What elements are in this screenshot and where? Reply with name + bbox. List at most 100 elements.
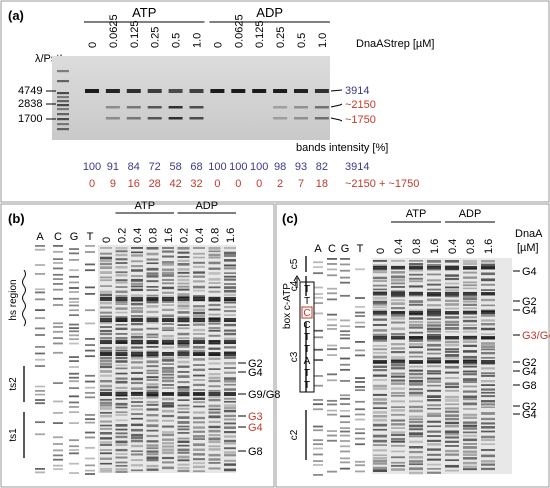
footprint-band <box>224 367 236 369</box>
footprint-band <box>224 293 236 297</box>
footprint-band <box>208 267 221 270</box>
footprint-band <box>100 407 112 410</box>
footprint-band <box>115 262 128 264</box>
band-1750 <box>189 117 204 120</box>
footprint-band <box>115 392 128 396</box>
box-base: C <box>303 320 310 331</box>
concentration-label-b: 0.4 <box>194 228 206 243</box>
footprint-band <box>391 406 405 409</box>
footprint-band <box>224 418 236 421</box>
concentration-label-a: 0 <box>87 42 99 48</box>
unit-label-a: DnaAStrep [µM] <box>356 38 434 50</box>
ladder-band <box>57 113 69 116</box>
footprint-band <box>162 268 174 271</box>
footprint-band <box>481 319 495 322</box>
footprint-band <box>391 266 405 270</box>
footprint-band <box>100 437 112 440</box>
footprint-band <box>481 400 495 403</box>
footprint-band <box>391 379 405 382</box>
footprint-band <box>208 272 221 275</box>
footprint-band <box>445 421 459 425</box>
footprint-band <box>208 352 221 356</box>
footprint-band <box>146 340 159 344</box>
seq-band <box>69 309 79 312</box>
group-label-a: ADP <box>256 5 283 20</box>
footprint-band <box>463 287 477 290</box>
footprint-band <box>224 459 236 462</box>
footprint-band <box>409 432 423 436</box>
footprint-band <box>463 344 477 347</box>
footprint-band <box>208 448 221 451</box>
footprint-band <box>131 357 143 360</box>
seq-band <box>313 460 323 462</box>
footprint-band <box>208 453 221 457</box>
seq-band <box>313 408 323 411</box>
footprint-band <box>463 360 477 364</box>
footprint-band <box>193 416 205 420</box>
seq-lane-label-b: T <box>87 231 94 243</box>
footprint-band <box>131 335 143 339</box>
footprint-band <box>481 289 495 291</box>
right-label-b: G9/G8 <box>248 389 280 401</box>
band-1750 <box>273 117 288 120</box>
footprint-band <box>100 279 112 282</box>
right-label-c: G4 <box>522 366 537 378</box>
footprint-band <box>409 339 423 342</box>
footprint-band <box>162 297 174 301</box>
footprint-band <box>162 286 174 290</box>
footprint-band <box>373 303 387 306</box>
seq-band <box>327 403 337 406</box>
box-base: C <box>303 308 310 319</box>
footprint-band <box>115 294 128 298</box>
footprint-band <box>427 407 441 410</box>
footprint-band <box>224 340 236 344</box>
footprint-band <box>373 428 387 431</box>
footprint-band <box>131 328 143 331</box>
footprint-band <box>409 428 423 431</box>
footprint-band <box>391 382 405 385</box>
footprint-band <box>177 448 190 452</box>
seq-band <box>313 473 323 476</box>
footprint-band <box>224 371 236 374</box>
footprint-band <box>463 370 477 373</box>
footprint-band <box>146 286 159 288</box>
footprint-band <box>409 383 423 386</box>
footprint-band <box>391 286 405 288</box>
box-base: T <box>304 332 310 343</box>
footprint-band <box>162 314 174 318</box>
footprint-band <box>146 392 159 396</box>
footprint-band <box>193 383 205 387</box>
right-label-b: G4 <box>248 422 263 434</box>
footprint-band <box>146 262 159 265</box>
footprint-band <box>131 340 143 344</box>
footprint-band <box>100 285 112 287</box>
seq-band <box>69 360 79 363</box>
right-label-c: G4 <box>522 409 537 421</box>
footprint-band <box>391 336 405 340</box>
footprint-band <box>131 307 143 310</box>
footprint-band <box>463 350 477 353</box>
footprint-band <box>131 361 143 364</box>
footprint-band <box>115 250 128 253</box>
footprint-band <box>115 380 128 384</box>
footprint-band <box>177 392 190 396</box>
footprint-band <box>208 247 221 250</box>
footprint-band <box>115 453 128 456</box>
concentration-label-c: 0.4 <box>393 239 405 254</box>
seq-band <box>340 334 350 336</box>
seq-band <box>69 334 79 337</box>
ladder-band <box>57 96 69 99</box>
footprint-band <box>208 467 221 470</box>
footprint-band <box>373 260 387 262</box>
footprint-band <box>373 351 387 354</box>
footprint-band <box>373 284 387 287</box>
footprint-band <box>409 326 423 329</box>
right-label-b: G3 <box>248 411 263 423</box>
concentration-label-c: 1.6 <box>429 239 441 254</box>
footprint-band <box>131 436 143 440</box>
footprint-band <box>115 461 128 464</box>
footprint-band <box>373 309 387 313</box>
seq-band <box>340 325 350 328</box>
footprint-band <box>115 411 128 414</box>
